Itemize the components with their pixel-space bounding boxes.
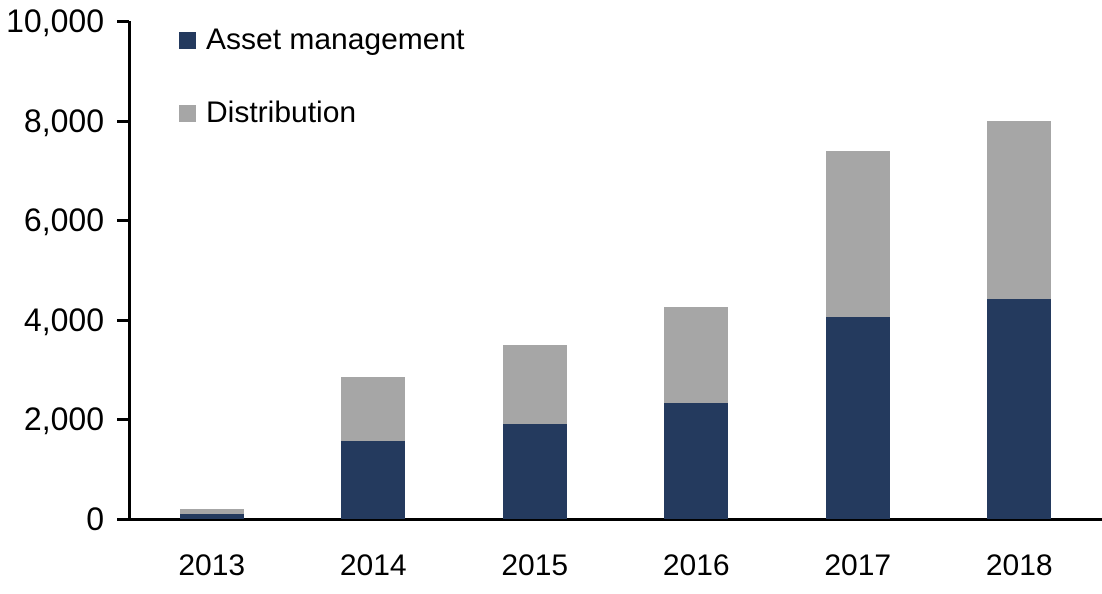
bar-segment-distribution-2015	[502, 344, 567, 425]
bar-segment-distribution-2013	[179, 509, 244, 514]
y-axis-tick-mark	[117, 219, 129, 223]
bar-segment-distribution-2016	[664, 307, 729, 404]
legend-label-distribution: Distribution	[206, 96, 357, 129]
legend-item-distribution: Distribution	[179, 95, 464, 131]
y-axis-tick-label: 6,000	[23, 202, 104, 239]
legend-item-asset-management: Asset management	[179, 22, 464, 58]
y-axis-tick-mark	[117, 518, 129, 521]
y-axis-tick-label: 8,000	[23, 102, 104, 139]
y-axis-tick-mark	[117, 318, 129, 322]
x-axis-category-label: 2016	[662, 549, 730, 582]
bar-segment-asset-management-2013	[179, 514, 244, 519]
y-axis-tick-label: 10,000	[6, 3, 104, 39]
x-axis-line	[117, 518, 1102, 521]
bar-segment-asset-management-2015	[502, 424, 567, 519]
bar-segment-distribution-2017	[825, 150, 890, 318]
y-axis-tick-label: 0	[86, 501, 104, 537]
bar-segment-distribution-2018	[987, 120, 1052, 299]
y-axis-line	[128, 21, 131, 521]
y-axis-tick-mark	[117, 20, 129, 23]
x-axis-category-label: 2013	[178, 549, 246, 582]
y-axis-tick-mark	[117, 119, 129, 123]
y-axis-tick-mark	[117, 418, 129, 422]
bar-segment-asset-management-2017	[825, 317, 890, 519]
bar-segment-asset-management-2014	[341, 440, 406, 519]
x-axis-category-label: 2015	[501, 549, 569, 582]
bar-segment-asset-management-2016	[664, 403, 729, 519]
y-axis-tick-label: 2,000	[23, 401, 104, 438]
legend-swatch-asset-management	[179, 31, 196, 49]
x-axis-category-label: 2014	[339, 549, 407, 582]
bar-segment-asset-management-2018	[987, 298, 1052, 519]
x-axis-category-label: 2017	[824, 549, 892, 582]
legend-swatch-distribution	[179, 104, 196, 122]
legend-label-asset-management: Asset management	[206, 23, 465, 56]
legend: Asset management Distribution	[179, 22, 464, 168]
bar-segment-distribution-2014	[341, 376, 406, 441]
x-axis-category-label: 2018	[985, 549, 1053, 582]
y-axis-tick-label: 4,000	[23, 301, 104, 338]
